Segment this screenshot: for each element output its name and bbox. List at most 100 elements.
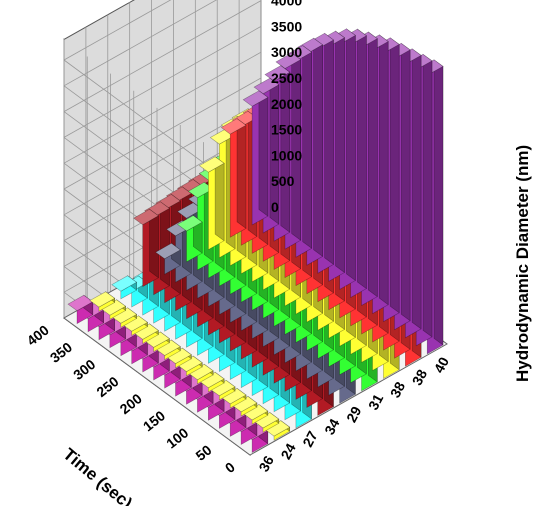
bar-24-t200 bbox=[176, 355, 203, 377]
bar-side-face bbox=[346, 28, 356, 282]
bar-24-t375 bbox=[253, 411, 280, 433]
bar-side-face bbox=[433, 59, 444, 346]
bar-24-t50 bbox=[111, 307, 138, 328]
grid-line bbox=[63, 0, 218, 87]
bar-38-t0 bbox=[220, 118, 247, 238]
series-tick-label: 36 bbox=[255, 453, 277, 474]
bar-29-t0 bbox=[155, 242, 181, 275]
grid-line bbox=[63, 51, 262, 164]
grid-line bbox=[63, 26, 262, 138]
z-tick-label: 500 bbox=[271, 173, 295, 189]
bar-top-face bbox=[209, 379, 236, 397]
z-tick-label: 1500 bbox=[271, 122, 302, 138]
bar-top-face bbox=[242, 404, 269, 421]
bar-side-face bbox=[378, 34, 389, 306]
bar-side-face bbox=[324, 32, 334, 265]
bar-24-t25 bbox=[100, 299, 127, 320]
diameter-axis-title: Hydrodynamic Diameter (nm) bbox=[513, 145, 532, 382]
bar-side-face bbox=[214, 156, 225, 242]
series-tick-label: 38 bbox=[387, 379, 409, 400]
time-tick-label: 100 bbox=[163, 424, 191, 451]
bar-side-face bbox=[389, 37, 400, 314]
grid-line bbox=[63, 0, 172, 61]
bar-38-t0 bbox=[198, 156, 225, 251]
time-tick-label: 0 bbox=[222, 459, 238, 477]
bar-top-face bbox=[275, 52, 302, 69]
time-tick-label: 150 bbox=[140, 407, 168, 434]
series-tick-label: 34 bbox=[321, 416, 343, 437]
series-tick-label: 24 bbox=[277, 440, 299, 461]
bar-top-face bbox=[122, 315, 149, 332]
bar-side-face bbox=[422, 53, 433, 338]
grid-line bbox=[63, 0, 262, 112]
bar-24-t0 bbox=[89, 291, 116, 312]
time-tick-label: 350 bbox=[47, 339, 75, 366]
series-tick-label: 29 bbox=[343, 403, 365, 424]
bar-top-face bbox=[67, 294, 94, 312]
series-tick-label: 27 bbox=[299, 428, 321, 449]
bar-top-face bbox=[176, 215, 203, 232]
grid-line bbox=[63, 77, 262, 190]
bar-side-face bbox=[400, 42, 411, 322]
bar-top-face bbox=[242, 90, 269, 107]
bar-24-t250 bbox=[198, 371, 225, 393]
z-tick-label: 3000 bbox=[271, 44, 302, 60]
bar-34-t0 bbox=[133, 208, 159, 288]
z-tick-label: 1000 bbox=[271, 147, 302, 163]
time-tick-label: 400 bbox=[24, 322, 52, 349]
bar-top-face bbox=[220, 118, 247, 135]
bar-24-t400 bbox=[264, 420, 291, 441]
bar-top-face bbox=[231, 396, 258, 413]
bar-top-face bbox=[133, 323, 159, 340]
bar-24-t350 bbox=[242, 403, 269, 425]
z-tick-label: 3500 bbox=[271, 18, 302, 34]
bar-31-t0 bbox=[176, 214, 203, 263]
bar-top-face bbox=[198, 156, 225, 173]
bar-top-face bbox=[155, 339, 181, 356]
bar-side-face bbox=[313, 37, 323, 257]
bar-side-face bbox=[411, 48, 422, 330]
bar-top-face bbox=[187, 181, 214, 199]
bar-side-face bbox=[367, 31, 378, 298]
bar-top-face bbox=[253, 77, 280, 95]
time-axis-title: Time (sec) bbox=[59, 445, 135, 506]
bar-24-t300 bbox=[220, 387, 247, 409]
bar-side-face bbox=[335, 30, 345, 274]
z-tick-label: 4000 bbox=[271, 0, 302, 9]
bar-24-t125 bbox=[144, 331, 170, 353]
z-tick-label: 2000 bbox=[271, 96, 302, 112]
time-tick-label: 50 bbox=[192, 442, 214, 464]
bar-24-t150 bbox=[155, 339, 181, 361]
bar-top-face bbox=[100, 299, 127, 316]
bar-40-t0 bbox=[242, 90, 269, 226]
bar-side-face bbox=[258, 90, 269, 217]
bar-top-face bbox=[198, 371, 225, 389]
bar-top-face bbox=[264, 65, 291, 82]
series-tick-label: 38 bbox=[409, 366, 431, 387]
time-tick-label: 300 bbox=[70, 356, 98, 383]
bar-24-t225 bbox=[187, 363, 214, 385]
bar-top-face bbox=[220, 388, 247, 405]
series-tick-label: 40 bbox=[431, 354, 453, 375]
bar-top-face bbox=[111, 275, 138, 292]
z-tick-label: 0 bbox=[271, 199, 279, 215]
bar-24-t275 bbox=[209, 379, 236, 401]
bar-top-face bbox=[111, 307, 138, 324]
bar-top-face bbox=[176, 202, 203, 219]
bar-24-t325 bbox=[231, 395, 258, 417]
bar-24-t100 bbox=[133, 323, 159, 345]
bar-top-face bbox=[155, 242, 181, 260]
bar-side-face bbox=[357, 28, 367, 290]
bar-24-t175 bbox=[165, 347, 192, 369]
bar-27-t0 bbox=[111, 275, 138, 300]
bar-top-face bbox=[187, 363, 214, 381]
bar-side-face bbox=[302, 45, 313, 249]
bar-top-face bbox=[144, 331, 170, 348]
bar-top-face bbox=[176, 355, 203, 372]
bar-top-face bbox=[133, 208, 159, 226]
time-tick-label: 250 bbox=[93, 373, 121, 400]
bar-24-t75 bbox=[122, 315, 149, 336]
bar-top-face bbox=[165, 347, 192, 364]
